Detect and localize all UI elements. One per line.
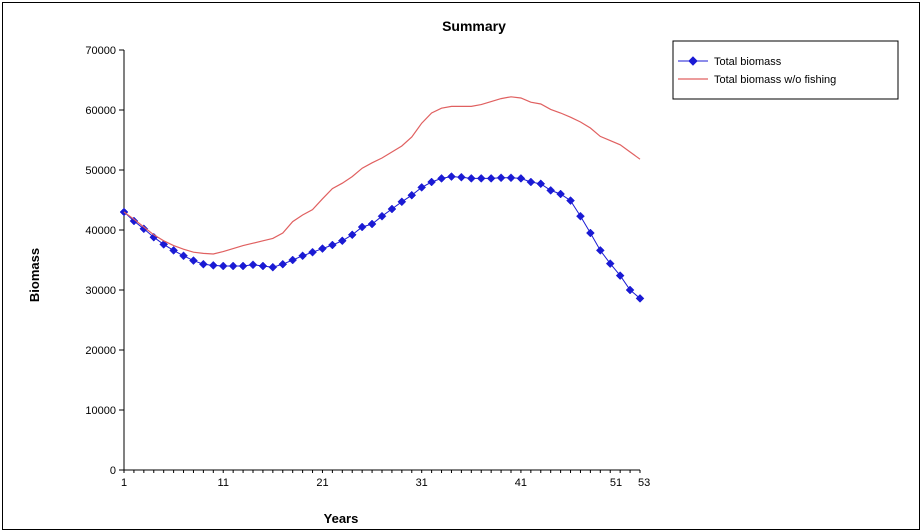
data-point [278, 259, 288, 269]
y-tick-label: 60000 [85, 105, 116, 117]
x-tick-label: 21 [316, 477, 328, 489]
data-point [476, 174, 486, 183]
legend-box [672, 40, 899, 100]
data-point [179, 251, 188, 261]
data-point [397, 197, 407, 207]
data-point [139, 224, 149, 234]
series-layer [119, 96, 645, 303]
y-tick-label: 10000 [85, 405, 116, 417]
data-point [457, 172, 466, 182]
data-point [248, 260, 258, 270]
data-point [466, 174, 476, 183]
x-tick-label: 11 [218, 477, 229, 489]
x-tick-label: 31 [416, 477, 428, 489]
data-point [556, 189, 565, 199]
data-point [586, 228, 595, 238]
data-point [377, 211, 387, 221]
data-point [308, 247, 317, 257]
data-point [238, 261, 248, 271]
data-point [347, 230, 357, 240]
data-point [506, 173, 516, 183]
y-tick-label: 40000 [85, 225, 116, 237]
data-point [288, 255, 298, 265]
data-point [605, 259, 615, 268]
data-point [208, 261, 218, 270]
data-point [576, 211, 585, 221]
data-point [447, 172, 456, 181]
series-line-1 [123, 96, 641, 255]
data-point [486, 174, 496, 183]
data-point [357, 222, 367, 232]
data-point [387, 204, 397, 214]
data-point [169, 246, 178, 255]
x-axis-title: Years [324, 511, 359, 526]
data-point [635, 294, 645, 303]
data-point [536, 179, 546, 189]
x-tick-label: 53 [638, 477, 650, 489]
y-tick-label: 70000 [85, 45, 116, 57]
x-tick-label: 41 [515, 477, 527, 489]
x-tick-label: 1 [121, 477, 127, 489]
data-point [367, 219, 377, 229]
legend: Total biomass Total biomass w/o fishing [672, 40, 899, 100]
legend-label: Total biomass [714, 56, 782, 68]
chart-title: Summary [442, 18, 506, 34]
data-point [199, 259, 208, 269]
data-point [496, 173, 506, 183]
data-point [615, 271, 625, 280]
data-point [526, 177, 536, 187]
data-point [516, 174, 526, 183]
data-point [407, 190, 417, 200]
data-point [189, 256, 198, 265]
x-tick-label: 51 [610, 477, 622, 489]
data-point [298, 251, 307, 261]
y-tick-label: 30000 [85, 285, 116, 297]
y-axis-title: Biomass [27, 248, 42, 302]
data-point [427, 177, 436, 187]
line-chart: Summary Biomass Years 0 10000 20000 30000 40… [27, 18, 899, 526]
data-point [437, 174, 446, 183]
y-tick-label: 0 [110, 465, 116, 477]
data-point [625, 285, 635, 295]
legend-marker [688, 56, 698, 66]
data-point [268, 262, 278, 272]
data-point [318, 244, 327, 253]
data-point [417, 183, 427, 192]
data-point [337, 236, 347, 246]
data-point [228, 261, 238, 271]
data-point [328, 240, 337, 250]
data-point [566, 196, 575, 205]
data-point [595, 246, 605, 255]
data-point [258, 261, 268, 271]
y-tick-label: 50000 [85, 165, 116, 177]
data-point [546, 186, 556, 195]
y-tick-label: 20000 [85, 345, 116, 357]
legend-label: Total biomass w/o fishing [714, 74, 836, 86]
data-point [129, 216, 139, 226]
data-point [218, 261, 228, 271]
